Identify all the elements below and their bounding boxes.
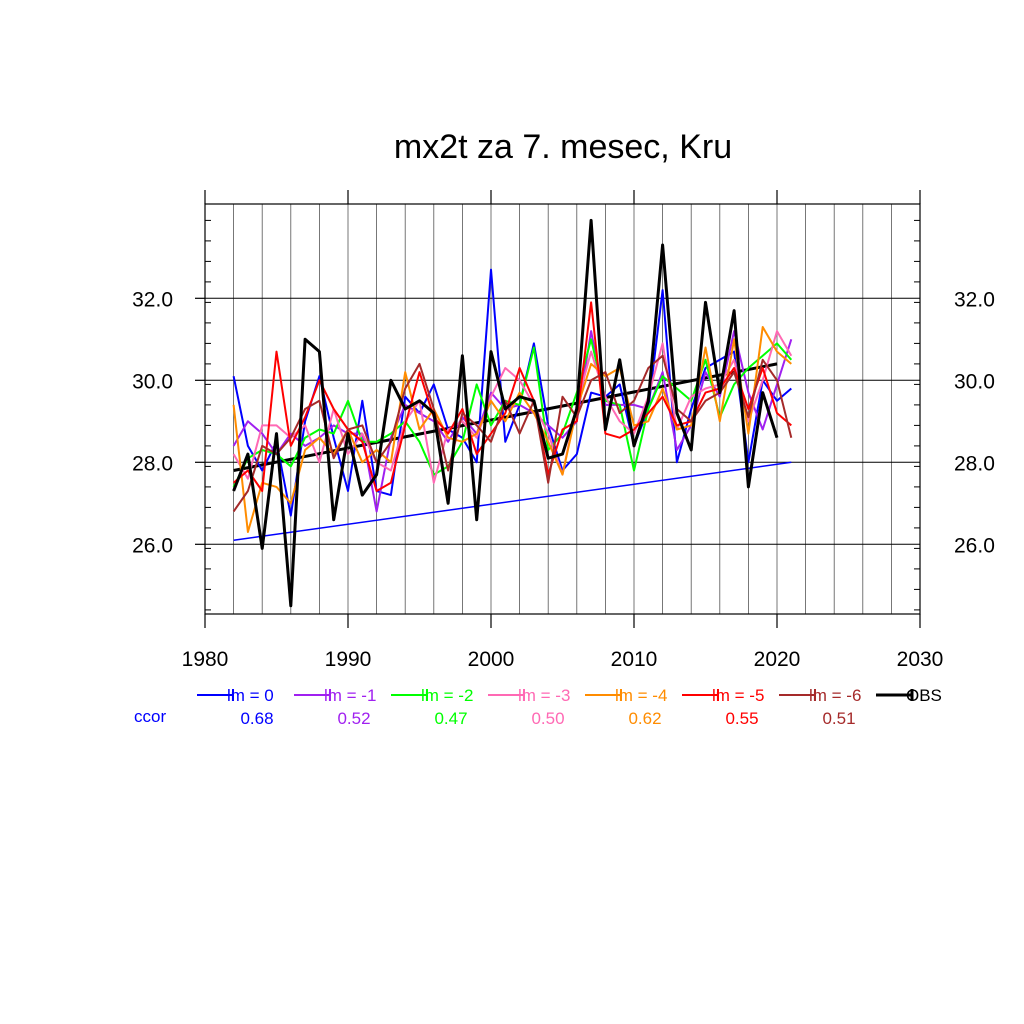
- legend-label: lm = -6: [809, 686, 861, 705]
- ccor-value: 0.51: [822, 709, 855, 728]
- legend-label: lm = -4: [615, 686, 667, 705]
- x-tick-label: 2030: [897, 648, 944, 671]
- chart-title: mx2t za 7. mesec, Kru: [394, 128, 732, 166]
- y-tick-label-right: 32.0: [954, 288, 995, 311]
- x-tick-label: 2010: [611, 648, 658, 671]
- axis-ticks: [195, 190, 921, 628]
- trend-line: [233, 362, 778, 472]
- legend-label: lm = -2: [421, 686, 473, 705]
- series-line-lm-6: [232, 354, 793, 513]
- series-line-lm-5: [232, 301, 792, 492]
- ccor-value: 0.50: [531, 709, 564, 728]
- y-tick-label-right: 30.0: [954, 370, 995, 393]
- legend-label: lm = -5: [712, 686, 764, 705]
- x-tick-label: 2000: [468, 648, 515, 671]
- legend-label: OBS: [906, 686, 942, 705]
- x-tick-label: 2020: [754, 648, 801, 671]
- y-tick-label-left: 30.0: [132, 370, 173, 393]
- series-line-obs: [232, 218, 779, 608]
- plot-border: [204, 203, 921, 615]
- y-tick-label-left: 26.0: [132, 534, 173, 557]
- series-lines: [232, 218, 793, 608]
- legend-label: lm = -1: [324, 686, 376, 705]
- y-tick-label-right: 26.0: [954, 534, 995, 557]
- ccor-value: 0.55: [725, 709, 758, 728]
- grid: [205, 204, 920, 614]
- x-tick-label: 1980: [182, 648, 229, 671]
- y-tick-label-left: 28.0: [132, 452, 173, 475]
- plot-frame: [204, 203, 921, 615]
- ccor-value: 0.68: [240, 709, 273, 728]
- legend-label: lm = -3: [518, 686, 570, 705]
- x-tick-label: 1990: [325, 648, 372, 671]
- legend: ccor lm = 0 0.68 lm = -1 0.52 lm = -2 0.47 lm …: [134, 686, 942, 728]
- ccor-value: 0.52: [337, 709, 370, 728]
- trend-line: [233, 461, 792, 541]
- y-tick-label-left: 32.0: [132, 288, 173, 311]
- y-tick-label-right: 28.0: [954, 452, 995, 475]
- y-tick-labels: 26.0 26.0 28.0 28.0 30.0 30.0 32.0 32.0: [132, 288, 995, 557]
- legend-label: lm = 0: [227, 686, 274, 705]
- trend-lines: [233, 362, 792, 541]
- ccor-value: 0.62: [628, 709, 661, 728]
- ccor-value: 0.47: [434, 709, 467, 728]
- x-tick-labels: 1980 1990 2000 2010 2020 2030: [182, 648, 944, 671]
- ccor-label: ccor: [134, 707, 166, 726]
